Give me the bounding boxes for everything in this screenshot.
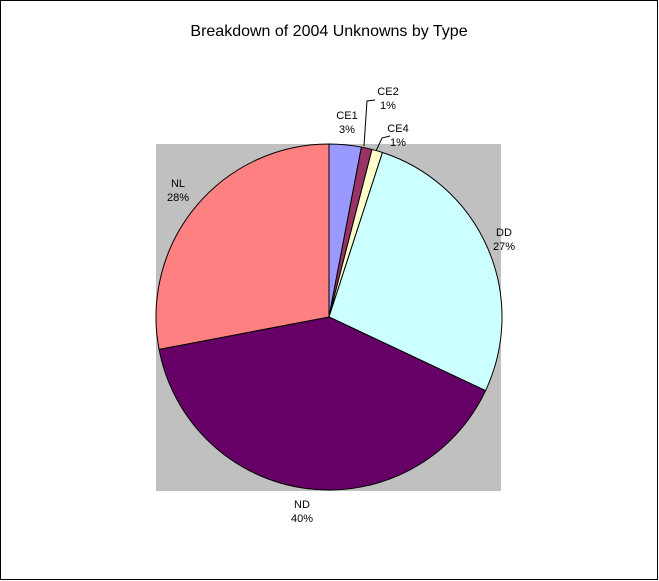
slice-label: CE1 bbox=[336, 110, 357, 122]
leader-line bbox=[375, 135, 391, 152]
pie-slice bbox=[328, 151, 503, 392]
pie-slice bbox=[158, 316, 487, 491]
slice-value-label: 3% bbox=[339, 124, 355, 136]
slice-label: DD bbox=[496, 227, 512, 239]
slice-label: ND bbox=[294, 499, 310, 511]
slice-value-label: 40% bbox=[291, 513, 313, 525]
slice-label: NL bbox=[171, 178, 185, 190]
leader-line bbox=[363, 99, 376, 147]
pie-slice bbox=[155, 143, 330, 351]
slice-value-label: 1% bbox=[390, 137, 406, 149]
slice-value-label: 1% bbox=[380, 100, 396, 112]
slice-value-label: 27% bbox=[493, 241, 515, 253]
slice-label: CE4 bbox=[387, 123, 408, 135]
chart-title: Breakdown of 2004 Unknowns by Type bbox=[190, 23, 467, 40]
slice-value-label: 28% bbox=[167, 192, 189, 204]
slice-label: CE2 bbox=[377, 86, 398, 98]
